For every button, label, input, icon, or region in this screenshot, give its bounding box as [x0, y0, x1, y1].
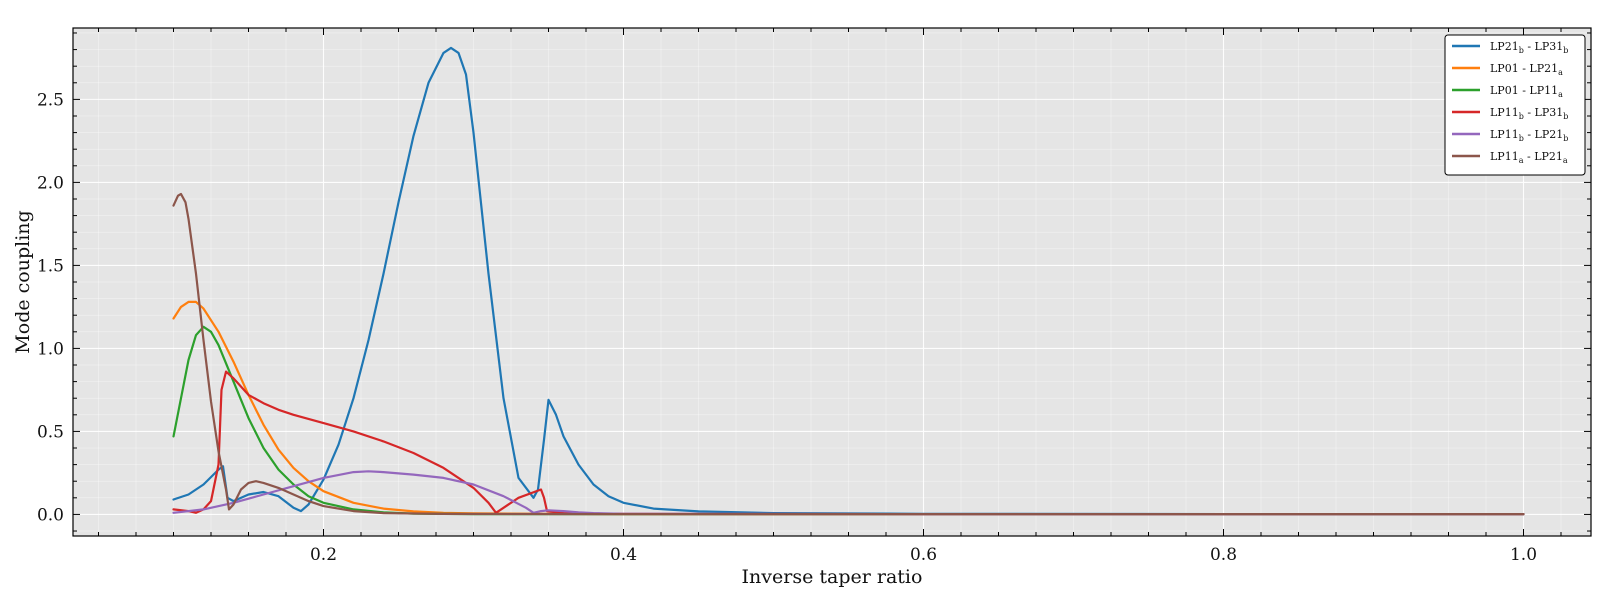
legend-box — [1444, 34, 1586, 176]
legend: LP21b - LP31b LP01 - LP21a LP01 - LP11a LP1… — [1444, 34, 1586, 176]
x-tick-label: 0.2 — [310, 545, 337, 565]
y-tick-label: 1.0 — [37, 339, 64, 359]
y-tick-label: 2.5 — [37, 90, 64, 110]
x-tick-label: 0.6 — [910, 545, 937, 565]
series-line — [172, 46, 1525, 516]
x-tick-label: 0.8 — [1210, 545, 1237, 565]
x-axis-label: Inverse taper ratio — [742, 566, 923, 588]
y-tick-label: 0.0 — [37, 505, 64, 525]
legend-label: LP11b - LP31b — [1490, 106, 1568, 121]
legend-label: LP01 - LP21a — [1490, 62, 1563, 77]
tick-labels: 0.2 0.4 0.6 0.8 1.0 0.0 0.5 1.0 1.5 2.0 2.5 — [37, 90, 1537, 565]
axis-ticks — [73, 28, 1591, 536]
series-line — [172, 192, 1525, 516]
x-tick-label: 0.4 — [610, 545, 637, 565]
y-tick-label: 1.5 — [37, 256, 64, 276]
series-line — [172, 370, 1525, 516]
y-tick-label: 0.5 — [37, 422, 64, 442]
legend-label: LP11b - LP21b — [1490, 128, 1568, 143]
legend-label: LP21b - LP31b — [1490, 40, 1568, 55]
y-axis-label: Mode coupling — [12, 210, 34, 353]
legend-label: LP01 - LP11a — [1490, 84, 1563, 99]
series-lines — [172, 46, 1525, 516]
x-tick-label: 1.0 — [1510, 545, 1537, 565]
legend-label: LP11a - LP21a — [1490, 150, 1568, 165]
y-tick-label: 2.0 — [37, 173, 64, 193]
